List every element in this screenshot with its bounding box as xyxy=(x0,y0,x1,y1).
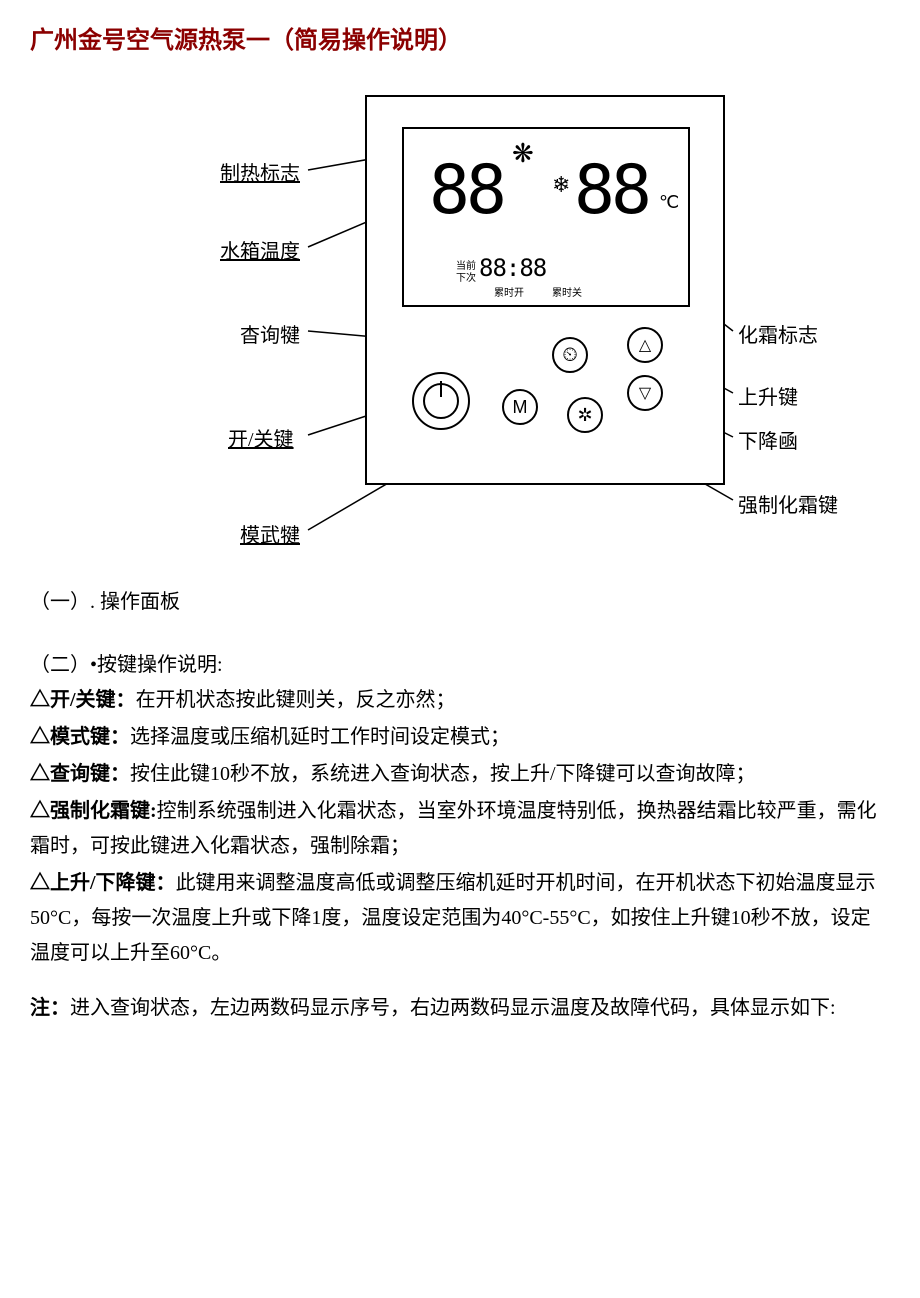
key-updown-label: △上升/下降键： xyxy=(30,872,176,894)
label-power-key: 开/关键 xyxy=(228,423,294,452)
key-mode-desc: △模式键：选择温度或压缩机延时工作时间设定模式； xyxy=(30,720,890,755)
key-query-label: △查询键： xyxy=(30,763,130,785)
key-power-label: △开/关键： xyxy=(30,689,136,711)
down-button[interactable]: ▽ xyxy=(627,375,663,411)
control-panel-diagram: ❋ 88 ❄ 88 ℃ 当前 下次 88:88 累时开 累时关 M ⏲ △ ▽ … xyxy=(80,95,840,565)
mode-button[interactable]: M xyxy=(502,389,538,425)
page-title: 广州金号空气源热泵一（简易操作说明） xyxy=(30,20,890,55)
key-power-text: 在开机状态按此键则关，反之亦然； xyxy=(136,689,456,711)
key-force-defrost-text: 控制系统强制进入化霜状态，当室外环境温度特别低，换热器结霜比较严重，需化霜时，可… xyxy=(30,800,877,857)
label-heat-mark: 制热标志 xyxy=(220,157,300,186)
label-force-defrost-key: 强制化霜键 xyxy=(738,489,838,518)
key-force-defrost-label: △强制化霜键: xyxy=(30,800,157,822)
temp-unit: ℃ xyxy=(659,192,679,213)
label-defrost-mark: 化霜标志 xyxy=(738,319,818,348)
panel-outline: ❋ 88 ❄ 88 ℃ 当前 下次 88:88 累时开 累时关 M ⏲ △ ▽ … xyxy=(365,95,725,485)
key-query-desc: △查询键：按住此键10秒不放，系统进入查询状态，按上升/下降键可以查询故障； xyxy=(30,757,890,792)
power-icon xyxy=(423,383,459,419)
label-down-key: 下降凾 xyxy=(738,425,798,454)
label-mode-key: 模武犍 xyxy=(240,519,300,548)
time-sub-1: 累时开 xyxy=(494,284,524,299)
heat-icon: ❋ xyxy=(512,139,534,169)
time-sub-2: 累时关 xyxy=(552,284,582,299)
clock-button[interactable]: ⏲ xyxy=(552,337,588,373)
power-button[interactable] xyxy=(412,372,470,430)
defrost-icon: ❄ xyxy=(552,172,570,198)
panel-lcd: ❋ 88 ❄ 88 ℃ 当前 下次 88:88 累时开 累时关 xyxy=(402,127,690,307)
time-prefix-2: 下次 xyxy=(456,269,476,284)
key-force-defrost-desc: △强制化霜键:控制系统强制进入化霜状态，当室外环境温度特别低，换热器结霜比较严重… xyxy=(30,794,890,864)
label-up-key: 上升键 xyxy=(738,381,798,410)
note-text: 进入查询状态，左边两数码显示序号，右边两数码显示温度及故障代码，具体显示如下: xyxy=(70,997,836,1019)
label-query-key: 杳询犍 xyxy=(240,319,300,348)
note-label: 注： xyxy=(30,997,70,1019)
key-mode-text: 选择温度或压缩机延时工作时间设定模式； xyxy=(130,726,510,748)
up-button[interactable]: △ xyxy=(627,327,663,363)
key-power-desc: △开/关键：在开机状态按此键则关，反之亦然； xyxy=(30,683,890,718)
label-tank-temp: 水箱温度 xyxy=(220,235,300,264)
time-display: 88:88 xyxy=(479,254,546,282)
key-query-text: 按住此键10秒不放，系统进入查询状态，按上升/下降键可以查询故障； xyxy=(130,763,756,785)
note-desc: 注：进入查询状态，左边两数码显示序号，右边两数码显示温度及故障代码，具体显示如下… xyxy=(30,991,890,1026)
section-2-heading: （二）•按键操作说明: xyxy=(30,648,890,677)
force-defrost-button[interactable]: ✲ xyxy=(567,397,603,433)
section-1-heading: （一）. 操作面板 xyxy=(30,585,890,614)
key-mode-label: △模式键： xyxy=(30,726,130,748)
seven-seg-right: 88 xyxy=(574,164,648,218)
seven-seg-left: 88 xyxy=(429,164,503,218)
key-updown-desc: △上升/下降键：此键用来调整温度高低或调整压缩机延时开机时间，在开机状态下初始温… xyxy=(30,866,890,971)
